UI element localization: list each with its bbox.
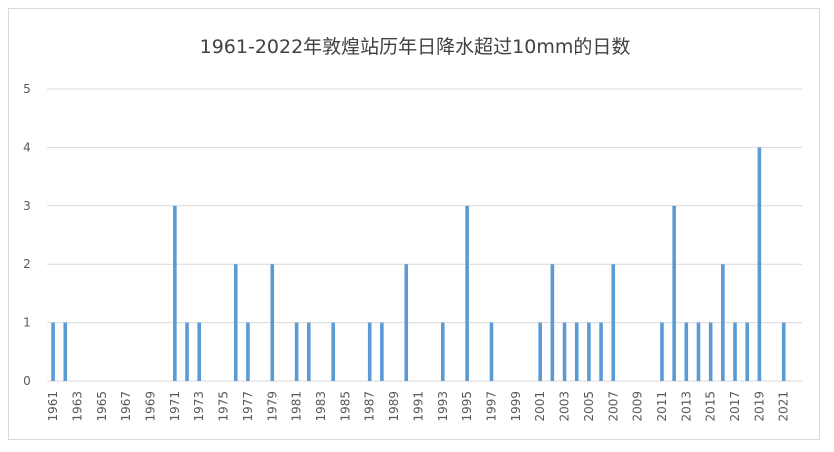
bar-2007 xyxy=(611,264,616,381)
bar-1982 xyxy=(307,322,311,381)
bar-1979 xyxy=(270,264,275,381)
bar-2005 xyxy=(587,322,591,381)
y-tick-label: 4 xyxy=(23,140,31,154)
bar-2015 xyxy=(708,322,713,381)
y-tick-label: 2 xyxy=(23,257,31,271)
x-tick-label: 2011 xyxy=(655,391,669,422)
bars xyxy=(51,147,786,381)
bar-2006 xyxy=(599,322,603,381)
bar-1961 xyxy=(51,322,55,381)
y-tick-label: 0 xyxy=(23,374,31,388)
bar-1987 xyxy=(367,322,372,381)
x-tick-label: 1989 xyxy=(387,391,401,422)
x-tick-label: 2015 xyxy=(704,391,718,422)
x-tick-label: 1999 xyxy=(509,391,523,422)
y-tick-label: 1 xyxy=(23,316,31,330)
bar-2013 xyxy=(684,322,689,381)
bar-2012 xyxy=(672,205,676,381)
bar-1993 xyxy=(440,322,445,381)
chart-title: 1961-2022年敦煌站历年日降水超过10mm的日数 xyxy=(200,36,631,58)
x-tick-label: 2013 xyxy=(679,391,693,422)
y-tick-label: 3 xyxy=(23,199,31,213)
x-tick-label: 1975 xyxy=(217,391,231,422)
x-tick-label: 1983 xyxy=(314,391,328,422)
x-tick-label: 1969 xyxy=(144,391,158,422)
bar-2019 xyxy=(757,147,762,381)
x-tick-label: 1991 xyxy=(411,391,425,422)
bar-1972 xyxy=(185,322,189,381)
bar-1981 xyxy=(294,322,299,381)
x-tick-label: 1977 xyxy=(241,391,255,422)
y-tick-label: 5 xyxy=(23,82,31,96)
bar-1997 xyxy=(489,322,494,381)
bar-2003 xyxy=(562,322,567,381)
x-tick-label: 2007 xyxy=(606,391,620,422)
bar-1995 xyxy=(465,205,469,381)
gridlines xyxy=(47,88,802,382)
x-tick-label: 2005 xyxy=(582,391,596,422)
bar-1976 xyxy=(233,264,238,381)
x-tick-label: 1967 xyxy=(119,391,133,422)
bar-1984 xyxy=(331,322,335,381)
bar-1990 xyxy=(404,264,409,381)
x-tick-label: 2017 xyxy=(728,391,742,422)
bar-1962 xyxy=(63,322,68,381)
bar-2017 xyxy=(733,322,737,381)
x-tick-label: 1979 xyxy=(265,391,279,422)
x-tick-label: 2001 xyxy=(533,391,547,422)
x-tick-label: 1997 xyxy=(484,391,498,422)
bar-2004 xyxy=(574,322,579,381)
bar-1977 xyxy=(246,322,250,381)
x-tick-label: 1981 xyxy=(290,391,304,422)
x-tick-label: 1995 xyxy=(460,391,474,422)
bar-2002 xyxy=(550,264,555,381)
bar-2018 xyxy=(745,322,749,381)
y-axis-ticks: 0 1 2 3 4 5 xyxy=(23,82,31,388)
bar-2021 xyxy=(781,322,786,381)
bar-2016 xyxy=(721,264,725,381)
x-tick-label: 1985 xyxy=(338,391,352,422)
x-tick-label: 1971 xyxy=(168,391,182,422)
bar-1973 xyxy=(197,322,202,381)
x-tick-label: 1965 xyxy=(95,391,109,422)
bar-2001 xyxy=(538,322,542,381)
x-tick-label: 2019 xyxy=(752,391,766,422)
x-tick-label: 1993 xyxy=(436,391,450,422)
bar-1988 xyxy=(380,322,384,381)
x-tick-label: 1963 xyxy=(70,391,84,422)
x-tick-label: 1973 xyxy=(192,391,206,422)
x-tick-label: 2009 xyxy=(631,391,645,422)
x-axis-ticks: 1961 1963 1965 1967 1969 1971 1973 1975 1977 1979… xyxy=(46,391,791,422)
bar-1971 xyxy=(173,205,177,381)
x-tick-label: 2003 xyxy=(558,391,572,422)
bar-2014 xyxy=(696,322,701,381)
x-tick-label: 2021 xyxy=(777,391,791,422)
bar-2011 xyxy=(660,322,664,381)
x-tick-label: 1987 xyxy=(363,391,377,422)
x-tick-label: 1961 xyxy=(46,391,60,422)
